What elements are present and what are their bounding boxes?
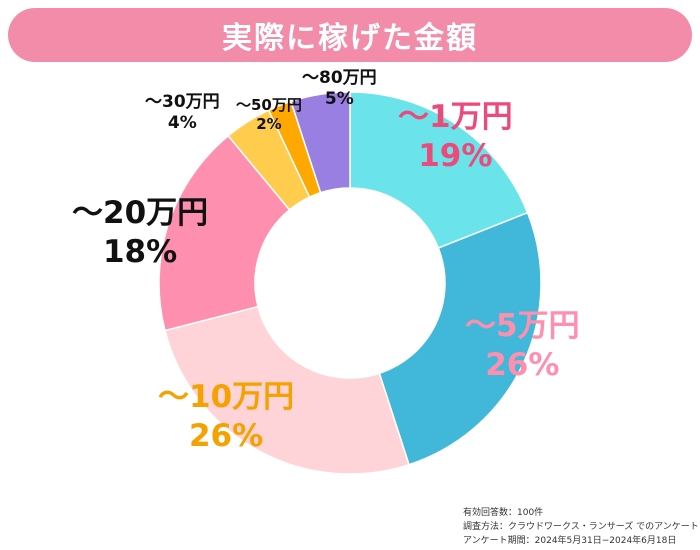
label-80man-category: ～80万円 [302,68,377,88]
footnote-responses: 有効回答数：100件 [463,508,544,518]
footnote-method: 調査方法：クラウドワークス・ランサーズ でのアンケート [463,522,699,532]
label-30man-percent: 4% [167,113,197,134]
label-1man: ～1万円 19% [398,98,513,176]
label-20man-percent: 18% [102,233,178,270]
footnote-period: アンケート期間：2024年5月31日−2024年6月18日 [463,536,677,546]
label-20man-category: ～20万円 [72,195,209,231]
chart-title: 実際に稼げた金額 [222,21,478,56]
label-50man-percent: 2% [256,114,282,133]
label-1man-category: ～1万円 [398,99,513,135]
label-30man: ～30万円 4% [145,92,220,135]
label-5man-category: ～5万円 [465,308,580,344]
slice-20man [158,134,291,332]
slice-80man [290,91,351,194]
label-10man-category: ～10万円 [158,379,295,415]
slice-5man [378,211,542,466]
label-50man: ～50万円 2% [236,96,302,134]
survey-footnote: 有効回答数：100件 調査方法：クラウドワークス・ランサーズ でのアンケート ア… [463,506,699,548]
label-5man: ～5万円 26% [465,307,580,385]
label-50man-category: ～50万円 [236,96,302,114]
label-80man: ～80万円 5% [302,68,377,111]
label-20man: ～20万円 18% [72,194,208,272]
label-10man-percent: 26% [188,417,264,454]
slice-10man [164,305,410,475]
label-10man: ～10万円 26% [158,378,294,456]
label-1man-percent: 19% [418,137,493,174]
title-banner: 実際に稼げた金額 [8,8,692,62]
label-5man-percent: 26% [485,346,560,383]
slice-1man [349,91,529,250]
label-30man-category: ～30万円 [145,92,220,112]
label-80man-percent: 5% [324,89,354,110]
